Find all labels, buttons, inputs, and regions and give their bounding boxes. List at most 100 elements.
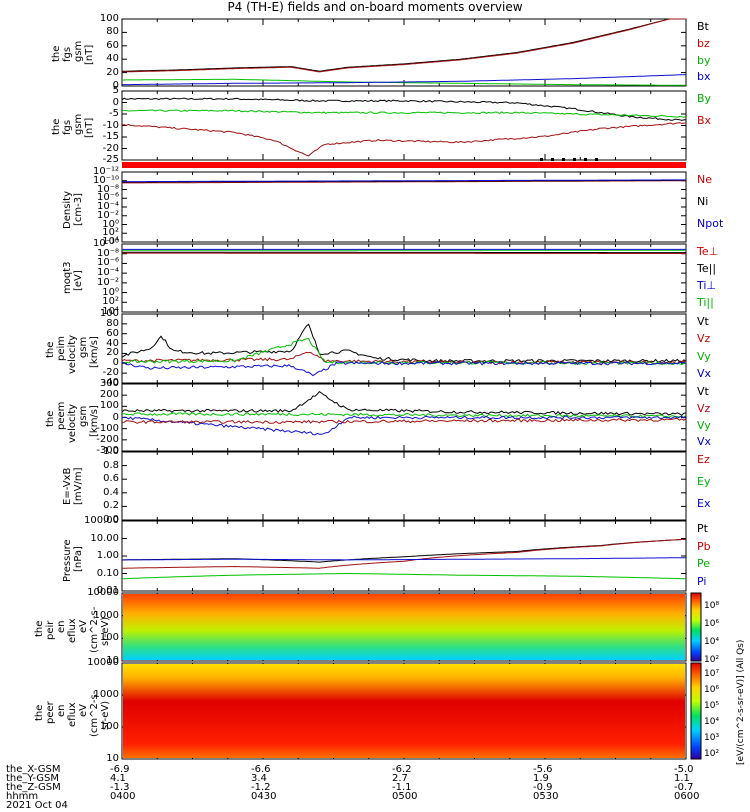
y-axis-label: the — [51, 46, 63, 62]
legend-entry: Pt — [697, 523, 708, 535]
legend-entry: bz — [697, 38, 710, 50]
y-tick-label: 10000 — [87, 657, 119, 669]
y-axis-label: Density — [62, 191, 74, 229]
y-axis-label: sr-eV) — [100, 701, 112, 730]
series-line — [122, 110, 686, 117]
legend-entry: Vz — [697, 333, 710, 345]
y-axis-label: fgs — [62, 120, 74, 135]
y-axis-label: Pressure — [62, 539, 74, 582]
flag-marker — [562, 158, 565, 161]
colorbar-tick: 10² — [704, 748, 719, 760]
y-tick-label: 100.00 — [84, 515, 119, 527]
y-tick-label: 10000 — [87, 587, 119, 599]
colorbar-label: [eV/(cm^2-s-sr-eV)] (All Qs) — [735, 640, 747, 765]
panel-frame — [122, 19, 686, 86]
y-tick-label: 0 — [113, 97, 119, 109]
legend-entry: Pb — [697, 541, 711, 553]
legend-entry: Ey — [697, 476, 710, 488]
panel-frame — [122, 244, 686, 312]
legend-entry: Ez — [697, 454, 710, 466]
spectrogram — [123, 664, 685, 758]
colorbar-tick: 10³ — [704, 732, 719, 744]
legend-entry: Te⊥ — [697, 246, 718, 258]
colorbar-tick: 10⁵ — [704, 700, 719, 712]
legend-entry: Vt — [697, 386, 709, 398]
flag-marker — [573, 158, 576, 161]
legend-entry: Vy — [697, 420, 711, 432]
legend-entry: Vx — [697, 436, 711, 448]
y-tick-label: 0.6 — [103, 473, 119, 485]
orbit-value: 0400 — [110, 791, 135, 803]
y-tick-label: 40 — [106, 53, 119, 65]
flag-marker — [584, 158, 587, 161]
y-tick-label: 20 — [106, 67, 119, 79]
orbit-value: 0530 — [533, 791, 558, 803]
y-axis-label: moqt3 — [62, 262, 74, 295]
legend-entry: Pe — [697, 558, 710, 570]
y-axis-label: fgs — [62, 47, 74, 62]
orbit-row-label: 2021 Oct 04 — [6, 800, 68, 812]
y-axis-label: [nT] — [84, 118, 96, 138]
flag-marker — [551, 158, 554, 161]
colorbar-tick: 10⁴ — [704, 636, 719, 648]
colorbar-tick: 10⁴ — [704, 716, 719, 728]
y-tick-label: 0.10 — [97, 568, 119, 580]
y-tick-label: 0 — [113, 412, 119, 424]
y-axis-label: [nT] — [84, 45, 96, 65]
colorbar-top — [691, 593, 701, 661]
y-tick-label: 100 — [100, 400, 119, 412]
flag-marker — [540, 158, 543, 161]
orbit-value: 0600 — [674, 791, 699, 803]
series-line — [122, 123, 686, 156]
legend-entry: Ti⊥ — [697, 280, 716, 292]
y-tick-label: -20 — [103, 143, 119, 155]
legend-entry: Bt — [697, 21, 709, 33]
y-tick-label: 0.2 — [103, 500, 119, 512]
y-axis-label: sr-eV) — [100, 617, 112, 646]
series-line — [122, 98, 686, 120]
legend-entry: Npot — [697, 218, 723, 230]
colorbar-tick: 10⁶ — [704, 684, 719, 696]
panel-frame — [122, 452, 686, 520]
quality-flag-bar — [122, 162, 686, 168]
orbit-value: 0430 — [251, 791, 276, 803]
y-tick-label: 60 — [106, 40, 119, 52]
y-tick-label: 300 — [100, 378, 119, 390]
y-axis-label: [mV/m] — [73, 468, 85, 506]
y-axis-label: gsm — [73, 41, 85, 62]
colorbar-tick: 10⁸ — [704, 600, 719, 612]
y-tick-label: 1.0 — [103, 446, 119, 458]
y-tick-label: -25 — [103, 154, 119, 166]
y-tick-label: 100 — [100, 308, 119, 320]
y-tick-label: 10⁻¹⁰ — [93, 238, 119, 250]
legend-entry: Ex — [697, 498, 710, 510]
y-tick-label: 0.4 — [103, 487, 119, 499]
y-tick-label: 100 — [100, 13, 119, 25]
y-axis-label: E=-VxB — [62, 468, 74, 505]
y-tick-label: -10 — [103, 120, 119, 132]
y-axis-label: gsm — [73, 114, 85, 135]
panel-frame — [122, 521, 686, 591]
y-tick-label: 10.00 — [90, 533, 119, 545]
y-tick-label: 0.8 — [103, 460, 119, 472]
legend-entry: Vt — [697, 316, 709, 328]
y-tick-label: 200 — [100, 389, 119, 401]
orbit-value: 0500 — [392, 791, 417, 803]
series-line — [122, 19, 686, 71]
y-tick-label: 80 — [106, 26, 119, 38]
y-tick-label: 5 — [113, 85, 119, 97]
series-line — [122, 539, 686, 568]
legend-entry: Te|| — [697, 263, 716, 275]
y-tick-label: -15 — [103, 131, 119, 143]
series-line — [122, 413, 686, 418]
legend-entry: by — [697, 55, 711, 67]
spectrogram — [123, 594, 685, 660]
series-line — [122, 419, 686, 424]
colorbar-tick: 10⁷ — [704, 668, 719, 680]
series-line — [122, 324, 686, 362]
colorbar-bottom — [691, 663, 701, 759]
y-tick-label: 1.00 — [97, 550, 119, 562]
series-line — [122, 416, 686, 435]
legend-entry: Bx — [697, 115, 711, 127]
flag-marker — [595, 158, 598, 161]
